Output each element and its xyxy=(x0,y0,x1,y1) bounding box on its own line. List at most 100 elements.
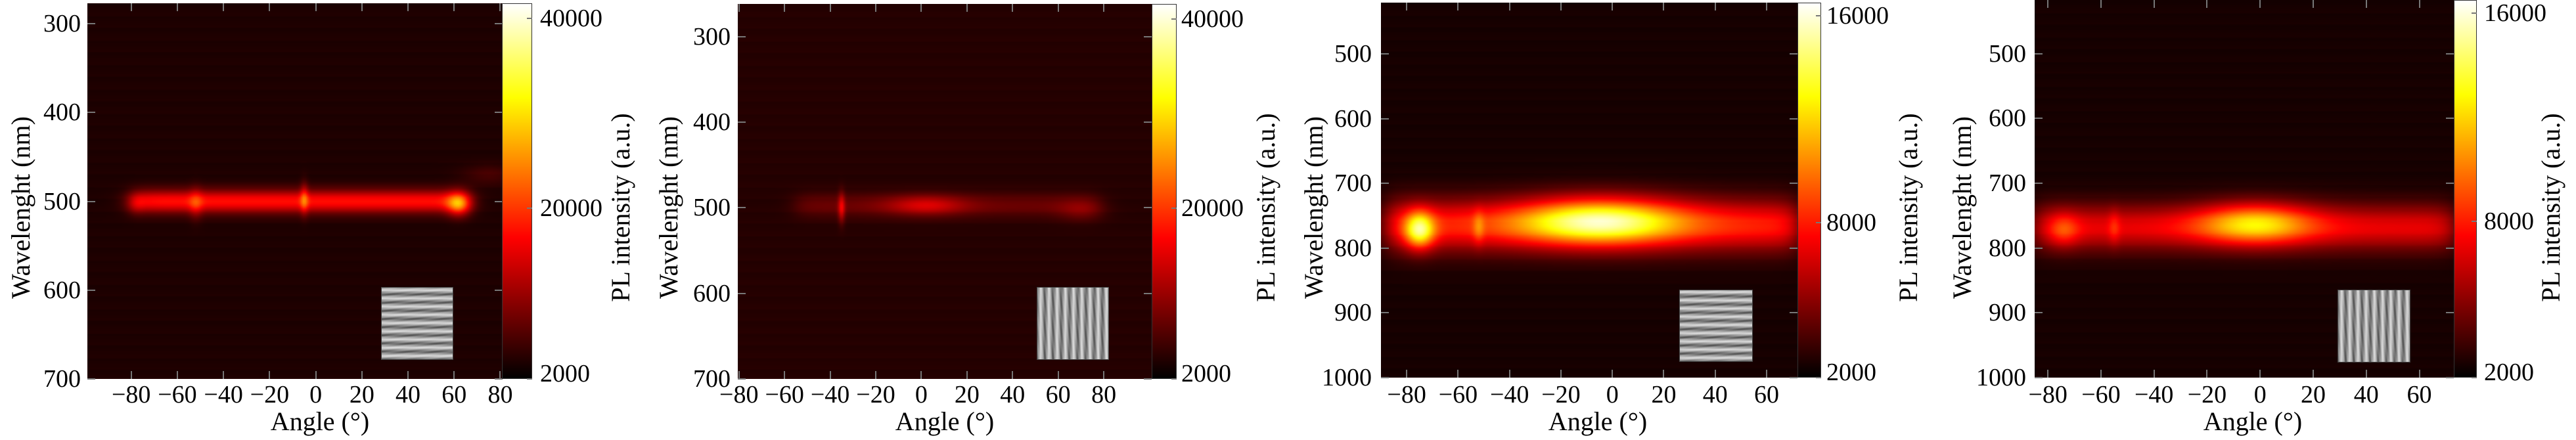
x-tick-label: −20 xyxy=(1541,381,1581,408)
y-tick-mark xyxy=(2446,247,2454,249)
y-tick-mark xyxy=(1790,247,1797,249)
x-tick-mark xyxy=(2153,0,2155,8)
x-tick-mark xyxy=(407,371,409,379)
y-tick-label: 600 xyxy=(43,276,81,304)
x-tick-mark xyxy=(875,4,876,12)
x-tick-mark xyxy=(1103,4,1105,12)
x-tick-label: 0 xyxy=(915,381,928,408)
colorbar-tick-label: 16000 xyxy=(2484,0,2546,27)
y-tick-mark xyxy=(2446,312,2454,314)
x-tick-label: −80 xyxy=(1387,381,1426,408)
x-tick-mark xyxy=(2312,370,2314,378)
y-tick-label: 500 xyxy=(1989,39,2026,68)
y-tick-label: 500 xyxy=(43,187,81,215)
x-tick-mark xyxy=(1766,3,1768,11)
colorbar-tick-label: 20000 xyxy=(1181,194,1244,223)
emission-feature xyxy=(302,188,307,209)
y-tick-mark xyxy=(495,200,503,202)
x-tick-mark xyxy=(2418,0,2420,8)
x-tick-mark xyxy=(499,3,501,11)
y-tick-mark xyxy=(2035,312,2043,314)
y-tick-label: 400 xyxy=(43,99,81,127)
x-tick-mark xyxy=(315,3,317,11)
y-tick-mark xyxy=(738,378,746,380)
x-tick-mark xyxy=(1012,4,1014,12)
colorbar-tick-label: 2000 xyxy=(1181,360,1231,387)
x-tick-mark xyxy=(1457,370,1459,378)
x-tick-label: 0 xyxy=(309,381,323,408)
colorbar-tick-mark xyxy=(1816,221,1821,223)
y-tick-mark xyxy=(738,35,746,37)
emission-feature xyxy=(191,193,200,214)
colorbar-label: PL intensity (a.u.) xyxy=(1893,113,1923,302)
y-tick-mark xyxy=(738,292,746,294)
colorbar-tick-mark xyxy=(527,378,532,380)
y-tick-mark xyxy=(2446,183,2454,185)
x-tick-label: 60 xyxy=(1754,381,1780,408)
y-tick-label: 500 xyxy=(693,194,731,222)
y-tick-mark xyxy=(87,200,95,202)
x-tick-label: 0 xyxy=(1606,381,1619,408)
y-axis-label: Wavelenght (nm) xyxy=(654,116,683,299)
colorbar-tick-mark xyxy=(2472,221,2477,223)
y-tick-mark xyxy=(1790,377,1797,378)
y-axis-label: Wavelenght (nm) xyxy=(1947,116,1977,299)
x-tick-label: 20 xyxy=(349,381,374,408)
x-tick-mark xyxy=(829,4,831,12)
sem-inset-image xyxy=(1037,287,1109,360)
x-tick-mark xyxy=(269,3,271,11)
x-tick-label: 20 xyxy=(2300,381,2326,408)
colorbar-tick-mark xyxy=(1171,378,1177,380)
y-tick-mark xyxy=(495,289,503,291)
colorbar-tick-mark xyxy=(2472,12,2477,14)
emission-feature xyxy=(131,193,468,209)
heatmap-plot-1 xyxy=(87,3,503,379)
x-tick-mark xyxy=(1612,370,1614,378)
x-tick-mark xyxy=(1714,3,1716,11)
x-tick-label: 40 xyxy=(1000,381,1026,408)
y-tick-label: 600 xyxy=(1334,104,1372,133)
y-tick-mark xyxy=(1144,35,1152,37)
colorbar-label: PL intensity (a.u.) xyxy=(606,113,635,302)
x-tick-mark xyxy=(453,371,455,379)
x-tick-mark xyxy=(920,371,922,379)
x-tick-mark xyxy=(875,371,876,379)
colorbar-tick-mark xyxy=(527,18,532,20)
y-tick-mark xyxy=(1790,53,1797,55)
colorbar-tick-label: 40000 xyxy=(540,5,602,33)
x-tick-label: −80 xyxy=(111,381,151,408)
x-tick-label: −40 xyxy=(2134,381,2174,408)
colorbar xyxy=(1152,4,1177,379)
y-tick-mark xyxy=(1144,378,1152,380)
y-tick-label: 1000 xyxy=(1322,364,1372,391)
x-axis-label: Angle (°) xyxy=(2203,407,2303,436)
x-tick-label: −40 xyxy=(204,381,243,408)
x-tick-mark xyxy=(2206,0,2208,8)
y-tick-mark xyxy=(1381,377,1389,378)
x-tick-mark xyxy=(223,3,225,11)
x-tick-mark xyxy=(1012,371,1014,379)
x-axis-label: Angle (°) xyxy=(270,407,370,436)
colorbar-tick-label: 40000 xyxy=(1181,5,1244,33)
y-tick-label: 700 xyxy=(1334,169,1372,198)
x-tick-mark xyxy=(966,4,968,12)
x-tick-mark xyxy=(1508,3,1510,11)
x-tick-mark xyxy=(2100,0,2102,8)
x-tick-mark xyxy=(1663,3,1665,11)
x-tick-mark xyxy=(2365,370,2367,378)
colorbar xyxy=(502,3,532,379)
y-tick-label: 900 xyxy=(1334,299,1372,327)
x-tick-mark xyxy=(176,371,178,379)
x-tick-mark xyxy=(1457,3,1459,11)
colorbar xyxy=(2454,0,2477,378)
x-tick-label: 60 xyxy=(2407,381,2432,408)
y-tick-mark xyxy=(2446,377,2454,378)
y-tick-label: 300 xyxy=(693,22,731,51)
y-tick-label: 1000 xyxy=(1976,364,2026,391)
emission-feature xyxy=(1543,205,1656,237)
x-tick-mark xyxy=(2259,370,2261,378)
x-tick-label: 80 xyxy=(487,381,513,408)
y-tick-label: 300 xyxy=(43,10,81,38)
colorbar-tick-label: 8000 xyxy=(2484,208,2534,236)
x-tick-mark xyxy=(2259,0,2261,8)
